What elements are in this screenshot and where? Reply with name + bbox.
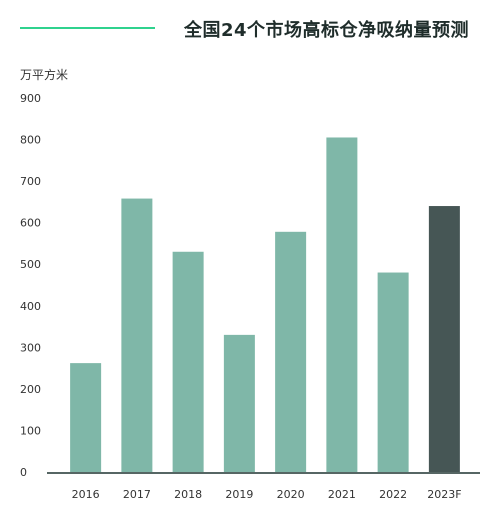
y-tick-label: 800 [20, 134, 41, 147]
y-tick-label: 900 [20, 92, 41, 105]
x-axis-ticks: 2016 2017 2018 2019 2020 2021 2022 2023F [72, 488, 462, 501]
bar-2023F [428, 206, 460, 473]
y-axis-ticks: 0 100 200 300 400 500 600 700 800 900 [20, 92, 41, 479]
y-tick-label: 500 [20, 258, 41, 271]
bar-2022 [377, 272, 409, 472]
bar-2016 [70, 363, 102, 472]
bars [70, 137, 460, 473]
y-tick-label: 600 [20, 217, 41, 230]
title-accent-line [20, 27, 155, 29]
x-tick-label: 2017 [123, 488, 151, 501]
y-tick-label: 0 [20, 466, 27, 479]
y-tick-label: 300 [20, 341, 41, 354]
bar-2018 [172, 251, 204, 472]
x-tick-label: 2019 [225, 488, 253, 501]
bar-2021 [326, 137, 358, 472]
chart-title: 全国24个市场高标仓净吸纳量预测 [184, 20, 470, 41]
y-tick-label: 100 [20, 424, 41, 437]
x-tick-label: 2023F [427, 488, 461, 501]
bar-2020 [275, 231, 307, 472]
x-tick-label: 2021 [328, 488, 356, 501]
y-tick-label: 400 [20, 300, 41, 313]
x-tick-label: 2018 [174, 488, 202, 501]
y-tick-label: 200 [20, 383, 41, 396]
bar-2019 [223, 334, 255, 472]
y-tick-label: 700 [20, 175, 41, 188]
y-axis-unit-label: 万平方米 [20, 68, 69, 82]
x-tick-label: 2020 [277, 488, 305, 501]
bar-2017 [121, 198, 153, 472]
x-tick-label: 2022 [379, 488, 407, 501]
x-tick-label: 2016 [72, 488, 100, 501]
